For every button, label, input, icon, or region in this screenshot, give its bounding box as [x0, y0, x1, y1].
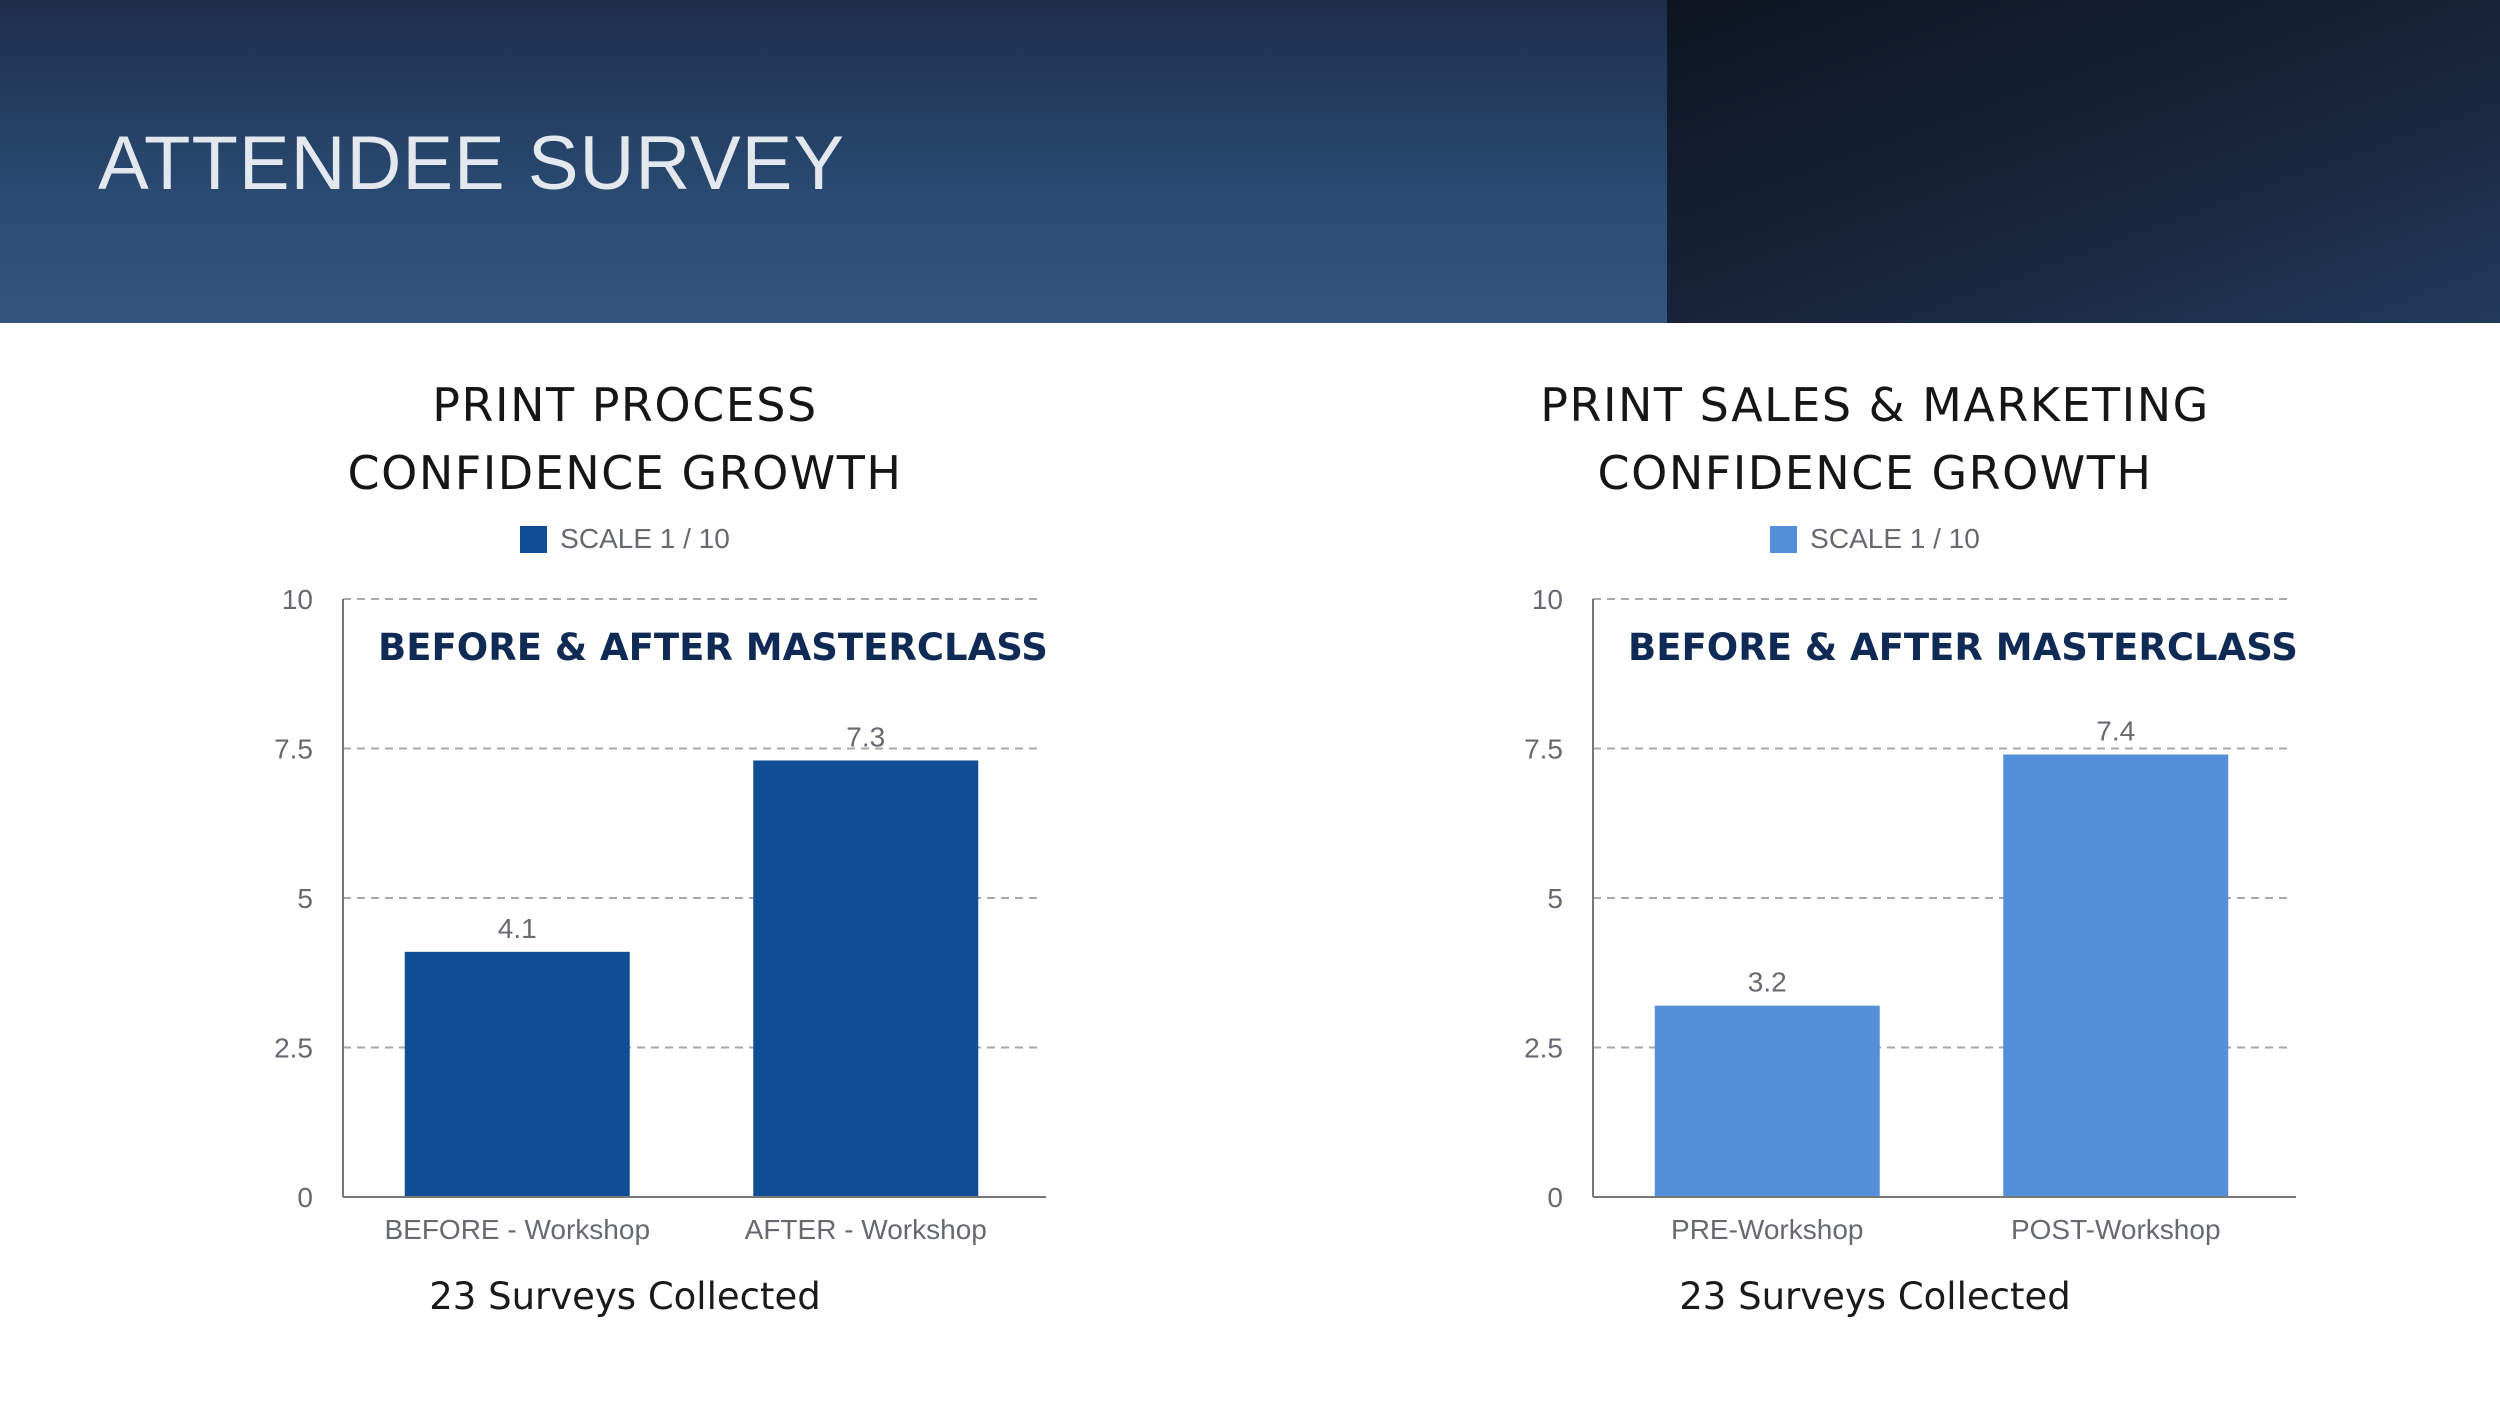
y-tick-label: 2.5	[274, 1033, 313, 1064]
bar	[753, 760, 979, 1197]
y-tick-label: 0	[297, 1182, 313, 1213]
chart-title-line-2: CONFIDENCE GROWTH	[1597, 446, 2153, 500]
y-tick-label: 10	[282, 584, 313, 615]
legend-swatch	[1770, 525, 1798, 553]
y-tick-label: 2.5	[1524, 1033, 1563, 1064]
chart-print-process: PRINT PROCESS CONFIDENCE GROWTH SCALE 1 …	[0, 323, 1250, 1406]
chart-plot: 0 2.5 5 7.5 10 3.2 PRE-Workshop 7.4 POST-Worksho…	[1524, 584, 2296, 1245]
bar	[404, 951, 630, 1197]
x-tick-label: AFTER - Workshop	[745, 1214, 987, 1245]
chart-legend: SCALE 1 / 10	[0, 523, 1250, 555]
chart-footer: 23 Surveys Collected	[1679, 1275, 2071, 1318]
bar	[1654, 1005, 1880, 1197]
chart-title-line-2: CONFIDENCE GROWTH	[347, 446, 903, 500]
bar	[2003, 754, 2229, 1197]
y-tick-label: 7.5	[1524, 734, 1563, 765]
y-tick-label: 7.5	[274, 734, 313, 765]
data-label: 7.4	[2096, 715, 2135, 746]
legend-label: SCALE 1 / 10	[560, 523, 730, 554]
legend-swatch	[520, 525, 548, 553]
data-label: 3.2	[1748, 967, 1787, 998]
chart-print-sales-marketing: PRINT SALES & MARKETING CONFIDENCE GROWT…	[1250, 323, 2500, 1406]
chart-annotation: BEFORE & AFTER MASTERCLASS	[378, 626, 1048, 669]
x-tick-label: PRE-Workshop	[1671, 1214, 1863, 1245]
chart-plot: 0 2.5 5 7.5 10 4.1 BEFORE - Workshop 7.3 AFTER -…	[274, 584, 1046, 1245]
chart-annotation: BEFORE & AFTER MASTERCLASS	[1628, 626, 2298, 669]
chart-title: PRINT PROCESS CONFIDENCE GROWTH	[0, 371, 1250, 507]
y-tick-label: 5	[1547, 883, 1563, 914]
data-label: 7.3	[846, 721, 885, 752]
chart-title-line-1: PRINT SALES & MARKETING	[1540, 378, 2210, 432]
page-title: ATTENDEE SURVEY	[98, 121, 846, 206]
data-label: 4.1	[498, 913, 537, 944]
chart-title: PRINT SALES & MARKETING CONFIDENCE GROWT…	[1250, 371, 2500, 507]
chart-title-line-1: PRINT PROCESS	[432, 378, 818, 432]
chart-legend: SCALE 1 / 10	[1250, 523, 2500, 555]
legend-label: SCALE 1 / 10	[1810, 523, 1980, 554]
y-tick-label: 0	[1547, 1182, 1563, 1213]
chart-footer: 23 Surveys Collected	[429, 1275, 821, 1318]
x-tick-label: BEFORE - Workshop	[384, 1214, 650, 1245]
header-banner-dark-panel	[1667, 0, 2500, 323]
x-tick-label: POST-Workshop	[2011, 1214, 2221, 1245]
y-tick-label: 5	[297, 883, 313, 914]
y-tick-label: 10	[1532, 584, 1563, 615]
